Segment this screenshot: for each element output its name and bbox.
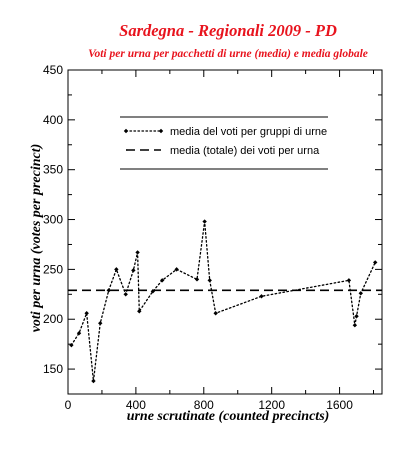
y-tick-label: 400 xyxy=(43,113,63,127)
data-point xyxy=(213,311,218,316)
data-point xyxy=(84,311,89,316)
y-tick-label: 150 xyxy=(43,362,63,376)
data-point xyxy=(373,260,378,265)
chart-title: Sardegna - Regionali 2009 - PD xyxy=(119,21,337,40)
data-point xyxy=(259,294,264,299)
legend-label-global-mean: media (totale) dei voti per urna xyxy=(170,145,320,157)
data-point xyxy=(207,278,212,283)
y-axis-label: voti per urna (votes per precinct) xyxy=(29,144,44,333)
data-point xyxy=(354,314,359,319)
data-point xyxy=(150,289,156,294)
x-tick-label: 400 xyxy=(126,398,146,412)
chart-subtitle: Voti per urna per pacchetti di urne (med… xyxy=(88,48,368,60)
data-point xyxy=(123,292,128,297)
data-point xyxy=(91,378,96,384)
data-point xyxy=(69,342,74,348)
data-point xyxy=(106,288,111,293)
legend-marker xyxy=(123,128,129,134)
data-point xyxy=(352,323,358,328)
data-point xyxy=(131,268,136,273)
data-point xyxy=(202,219,207,224)
data-point xyxy=(194,277,200,282)
x-tick-label: 1200 xyxy=(258,398,285,412)
x-tick-label: 800 xyxy=(194,398,214,412)
series-line-group-means xyxy=(70,221,376,382)
data-point xyxy=(137,309,142,314)
y-tick-label: 250 xyxy=(43,262,63,276)
data-point xyxy=(346,278,352,283)
data-point xyxy=(135,250,140,255)
y-tick-label: 200 xyxy=(43,312,63,326)
data-point xyxy=(76,330,82,336)
plot-frame xyxy=(67,69,383,395)
legend-label-group-means: media del voti per gruppi di urne xyxy=(170,126,327,138)
y-tick-label: 450 xyxy=(43,63,63,77)
legend-marker xyxy=(158,128,164,134)
data-point xyxy=(114,267,119,272)
data-point xyxy=(358,291,363,296)
data-point xyxy=(160,278,165,283)
x-axis-label: urne scrutinate (counted precincts) xyxy=(127,409,330,424)
x-tick-label: 0 xyxy=(65,398,72,412)
data-point xyxy=(174,267,179,272)
y-tick-label: 350 xyxy=(43,163,63,177)
data-point xyxy=(98,321,103,326)
x-tick-label: 1600 xyxy=(326,398,353,412)
y-tick-label: 300 xyxy=(43,213,63,227)
